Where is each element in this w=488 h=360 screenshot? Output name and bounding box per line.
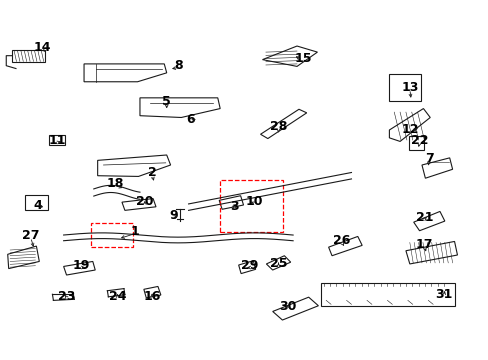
- Text: 9: 9: [169, 209, 178, 222]
- Text: 4: 4: [33, 198, 42, 212]
- Text: 7: 7: [424, 152, 433, 165]
- Text: 21: 21: [415, 211, 432, 224]
- Text: 20: 20: [136, 195, 153, 208]
- Text: 28: 28: [269, 120, 286, 133]
- Text: 13: 13: [400, 81, 418, 94]
- Text: 1: 1: [130, 225, 139, 238]
- Text: 5: 5: [162, 95, 171, 108]
- Text: 27: 27: [22, 229, 39, 242]
- Text: 8: 8: [174, 59, 183, 72]
- Bar: [408, 136, 424, 150]
- Text: 30: 30: [279, 300, 296, 313]
- Text: 23: 23: [58, 289, 76, 303]
- Text: 29: 29: [240, 259, 258, 272]
- Text: 18: 18: [107, 177, 124, 190]
- Text: 2: 2: [147, 166, 156, 179]
- Text: 6: 6: [186, 113, 195, 126]
- Bar: [91, 222, 132, 247]
- Text: 25: 25: [269, 257, 286, 270]
- Text: 16: 16: [143, 289, 161, 303]
- Bar: [321, 283, 454, 306]
- Bar: [25, 195, 48, 210]
- Bar: [49, 135, 64, 145]
- Text: 26: 26: [332, 234, 350, 247]
- Bar: [220, 180, 283, 232]
- Text: 10: 10: [245, 195, 263, 208]
- Text: 3: 3: [230, 200, 239, 213]
- Text: 22: 22: [410, 134, 427, 147]
- Text: 14: 14: [34, 41, 51, 54]
- Bar: [388, 74, 421, 101]
- Text: 15: 15: [293, 52, 311, 65]
- Text: 19: 19: [73, 259, 90, 272]
- Text: 24: 24: [109, 289, 126, 303]
- Text: 12: 12: [400, 123, 418, 136]
- Text: 17: 17: [415, 238, 432, 251]
- Text: 31: 31: [434, 288, 451, 301]
- Text: 11: 11: [48, 134, 66, 147]
